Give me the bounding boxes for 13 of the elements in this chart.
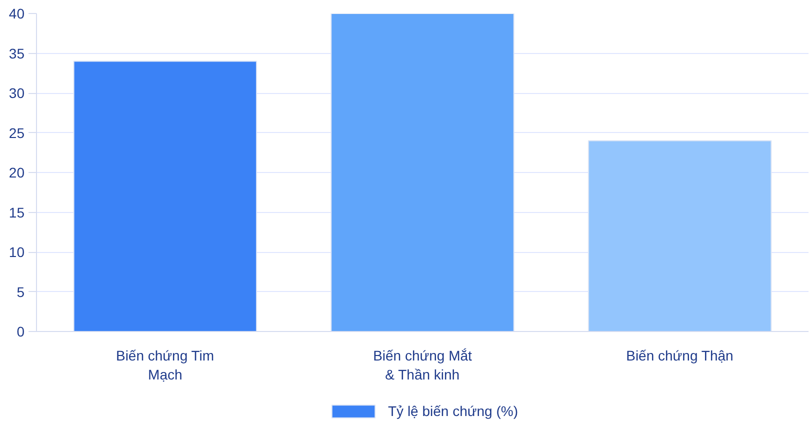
x-tick-label: Biến chứng Mắt & Thần kinh <box>373 348 472 383</box>
y-tick-label: 40 <box>8 6 25 22</box>
x-tick-label: Biến chứng Thận <box>626 348 734 364</box>
y-tick-label: 15 <box>8 204 25 220</box>
x-tick-label: Biến chứng Tim Mạch <box>116 348 214 383</box>
y-tick-label: 25 <box>8 124 25 141</box>
legend-label: Tỷ lệ biến chứng (%) <box>388 403 518 419</box>
y-tick-label: 20 <box>8 164 25 180</box>
y-tick-label: 5 <box>16 284 25 300</box>
y-tick-label: 0 <box>16 324 25 340</box>
y-tick-label: 10 <box>8 244 25 260</box>
y-tick-label: 30 <box>8 85 25 101</box>
y-tick-label: 35 <box>8 45 25 62</box>
